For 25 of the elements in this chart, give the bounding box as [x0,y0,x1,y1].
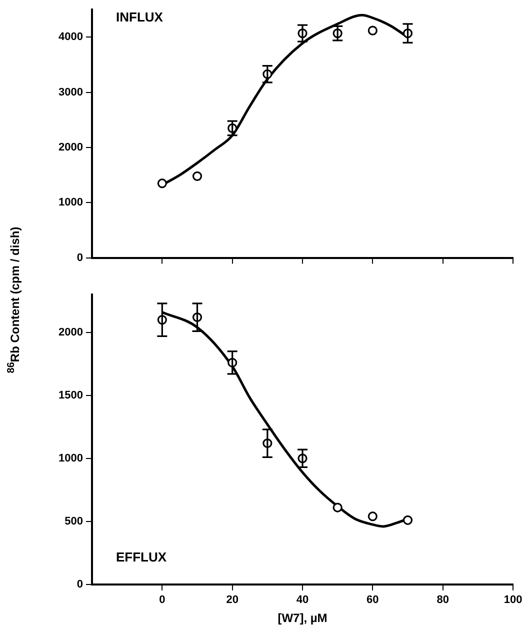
x-tick-label: 60 [366,594,379,606]
point [157,178,167,188]
y-tick-label: 1500 [58,389,83,402]
x-tick-label: 80 [436,594,449,606]
annotation: INFLUX [116,10,164,25]
y-tick-label: 2000 [58,326,83,338]
x-tick-label: 20 [226,594,238,606]
y-tick-label: 500 [64,515,83,528]
point [368,26,378,36]
annotation: EFFLUX [116,549,167,564]
y-tick-label: 4000 [58,31,83,44]
y-tick-label: 3000 [58,86,83,98]
y-tick-label: 1000 [58,196,83,209]
y-tick-label: 2000 [58,142,83,154]
y-tick-label: 0 [76,252,83,264]
point [402,515,413,525]
x-axis-title: [W7], µM [278,611,328,626]
x-tick-label: 100 [504,594,522,606]
point [332,502,342,512]
point [192,171,202,181]
y-tick-label: 1000 [58,452,83,464]
point [368,512,378,522]
y-tick-label: 0 [76,578,83,590]
x-tick-label: 40 [296,594,309,606]
x-tick-label: 0 [159,594,166,606]
